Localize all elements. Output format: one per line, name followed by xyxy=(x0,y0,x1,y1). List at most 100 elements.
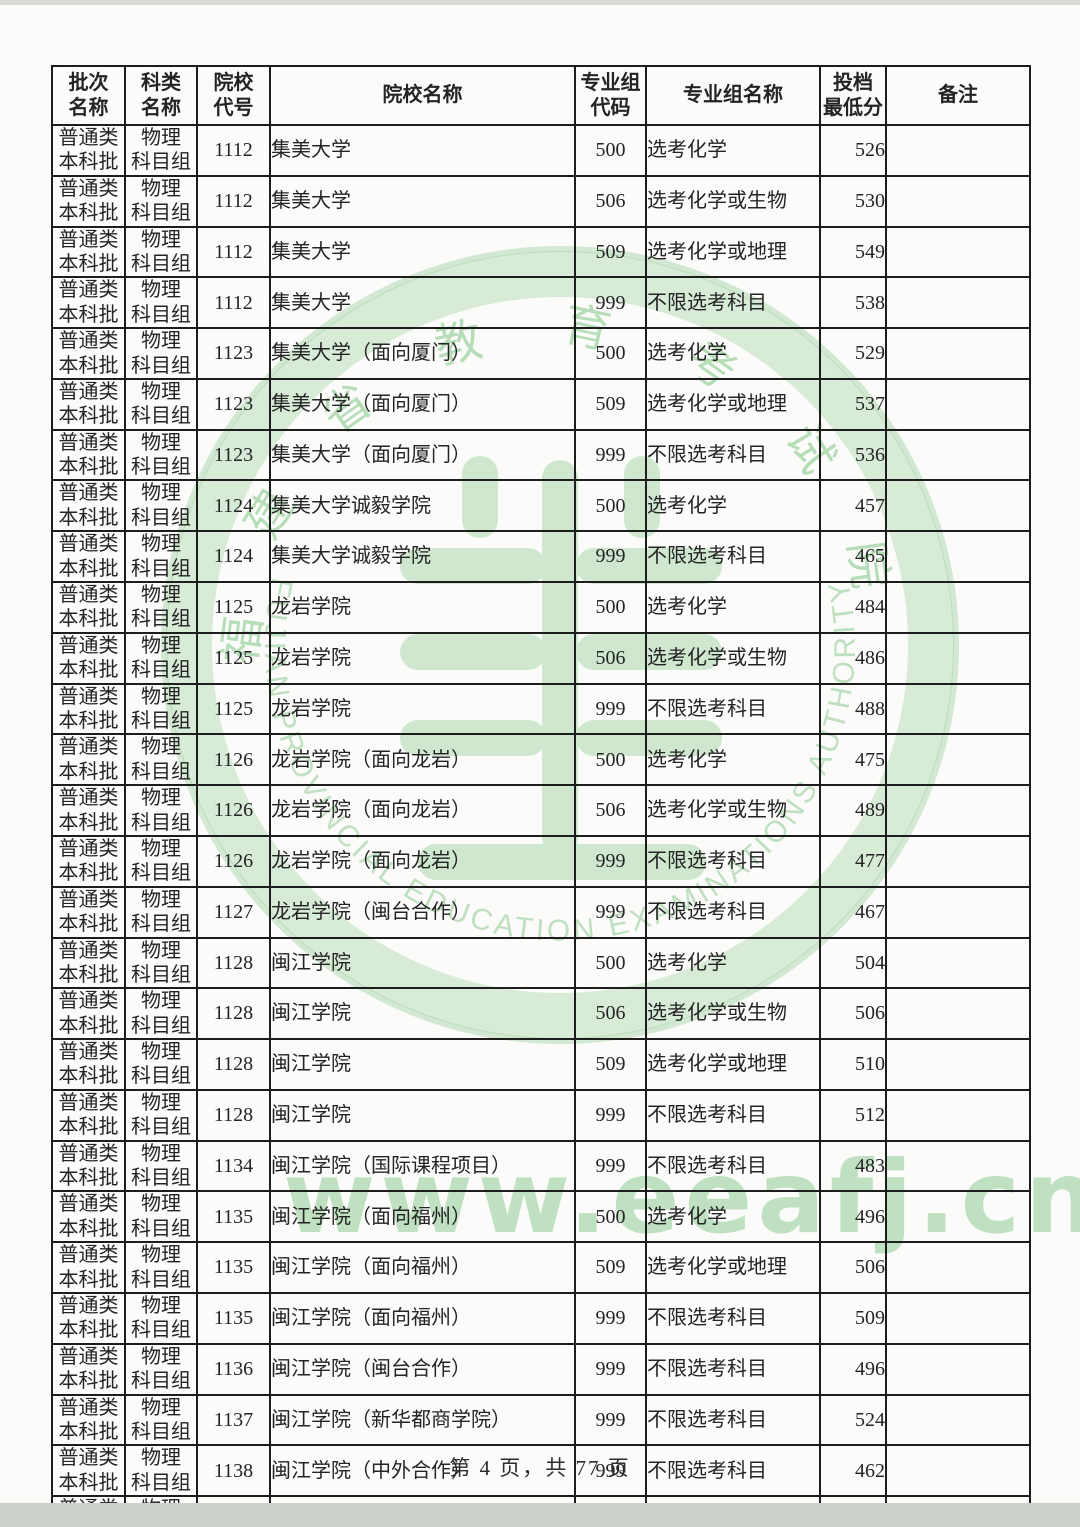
header-subject-category: 科类 名称 xyxy=(124,65,198,126)
cell-institution-code: 1123 xyxy=(196,327,271,380)
cell-institution-code: 1125 xyxy=(196,631,271,685)
table-row: 普通类 本科批 物理 科目组 1137 闽江学院（新华都商学院） 999 不限选… xyxy=(51,1393,1031,1447)
cell-subject-category: 物理 科目组 xyxy=(124,428,198,482)
cell-batch-name: 普通类 本科批 xyxy=(51,428,126,482)
cell-major-group-code: 999 xyxy=(574,428,647,482)
cell-major-group-name: 不限选考科目 xyxy=(645,885,821,939)
cell-institution-code: 1128 xyxy=(196,987,271,1041)
cell-batch-name: 普通类 本科批 xyxy=(51,987,126,1041)
table-row: 普通类 本科批 物理 科目组 1135 闽江学院（面向福州） 500 选考化学 … xyxy=(51,1190,1031,1244)
cell-major-group-name: 选考化学或地理 xyxy=(645,1241,821,1294)
cell-institution-name: 龙岩学院（面向龙岩） xyxy=(269,733,576,787)
cell-remarks xyxy=(885,1291,1031,1345)
page-number-footer: 第 4 页，共 77 页 xyxy=(449,1456,631,1480)
cell-subject-category: 物理 科目组 xyxy=(124,682,198,736)
scan-artifact-top-edge xyxy=(0,0,1080,5)
cell-batch-name: 普通类 本科批 xyxy=(51,1393,126,1447)
cell-batch-name: 普通类 本科批 xyxy=(51,733,126,787)
cell-remarks xyxy=(885,581,1031,634)
cell-institution-code: 1128 xyxy=(196,1038,271,1091)
cell-subject-category: 物理 科目组 xyxy=(124,1190,198,1244)
cell-major-group-code: 509 xyxy=(574,225,647,279)
cell-batch-name: 普通类 本科批 xyxy=(51,1038,126,1091)
cell-institution-code: 1126 xyxy=(196,733,271,787)
cell-institution-name: 集美大学诚毅学院 xyxy=(269,530,576,584)
cell-institution-name: 集美大学诚毅学院 xyxy=(269,479,576,533)
cell-min-score: 467 xyxy=(819,885,887,939)
cell-institution-name: 集美大学 xyxy=(269,124,576,177)
cell-institution-code: 1112 xyxy=(196,174,271,228)
cell-institution-code: 1135 xyxy=(196,1190,271,1244)
cell-major-group-code: 999 xyxy=(574,276,647,330)
cell-subject-category: 物理 科目组 xyxy=(124,276,198,330)
cell-major-group-code: 506 xyxy=(574,174,647,228)
table-row: 普通类 本科批 物理 科目组 1128 闽江学院 999 不限选考科目 512 xyxy=(51,1088,1031,1142)
cell-institution-name: 闽江学院 xyxy=(269,936,576,990)
cell-major-group-code: 500 xyxy=(574,581,647,634)
table-row: 普通类 本科批 物理 科目组 1123 集美大学（面向厦门） 509 选考化学或… xyxy=(51,377,1031,431)
cell-batch-name: 普通类 本科批 xyxy=(51,124,126,177)
cell-min-score: 496 xyxy=(819,1342,887,1396)
cell-major-group-name: 不限选考科目 xyxy=(645,1291,821,1345)
cell-major-group-code: 500 xyxy=(574,479,647,533)
cell-remarks xyxy=(885,1241,1031,1294)
cell-subject-category: 物理 科目组 xyxy=(124,1291,198,1345)
cell-institution-code: 1128 xyxy=(196,1088,271,1142)
cell-remarks xyxy=(885,377,1031,431)
cell-subject-category: 物理 科目组 xyxy=(124,581,198,634)
cell-batch-name: 普通类 本科批 xyxy=(51,174,126,228)
cell-remarks xyxy=(885,428,1031,482)
cell-major-group-code: 999 xyxy=(574,530,647,584)
admission-scores-table: 批次 名称 科类 名称 院校 代号 院校名称 专业组 代码 专业组名称 投档 最… xyxy=(51,65,1031,1527)
cell-institution-name: 闽江学院（国际课程项目） xyxy=(269,1139,576,1193)
cell-institution-name: 闽江学院（闽台合作） xyxy=(269,1342,576,1396)
cell-major-group-code: 509 xyxy=(574,1241,647,1294)
cell-major-group-name: 选考化学 xyxy=(645,581,821,634)
table-row: 普通类 本科批 物理 科目组 1128 闽江学院 500 选考化学 504 xyxy=(51,936,1031,990)
cell-subject-category: 物理 科目组 xyxy=(124,377,198,431)
cell-major-group-name: 不限选考科目 xyxy=(645,682,821,736)
cell-subject-category: 物理 科目组 xyxy=(124,885,198,939)
cell-remarks xyxy=(885,682,1031,736)
cell-major-group-name: 不限选考科目 xyxy=(645,276,821,330)
cell-institution-name: 龙岩学院 xyxy=(269,631,576,685)
cell-subject-category: 物理 科目组 xyxy=(124,225,198,279)
cell-remarks xyxy=(885,1038,1031,1091)
cell-subject-category: 物理 科目组 xyxy=(124,1444,198,1498)
cell-remarks xyxy=(885,479,1031,533)
cell-major-group-code: 999 xyxy=(574,1139,647,1193)
header-major-group-code: 专业组 代码 xyxy=(574,65,647,126)
cell-batch-name: 普通类 本科批 xyxy=(51,225,126,279)
cell-institution-code: 1123 xyxy=(196,428,271,482)
cell-subject-category: 物理 科目组 xyxy=(124,1393,198,1447)
table-row: 普通类 本科批 物理 科目组 1112 集美大学 500 选考化学 526 xyxy=(51,124,1031,177)
cell-major-group-name: 不限选考科目 xyxy=(645,1139,821,1193)
cell-min-score: 457 xyxy=(819,479,887,533)
cell-subject-category: 物理 科目组 xyxy=(124,834,198,888)
cell-major-group-name: 不限选考科目 xyxy=(645,834,821,888)
table-row: 普通类 本科批 物理 科目组 1124 集美大学诚毅学院 999 不限选考科目 … xyxy=(51,530,1031,584)
table-row: 普通类 本科批 物理 科目组 1128 闽江学院 509 选考化学或地理 510 xyxy=(51,1038,1031,1091)
cell-min-score: 526 xyxy=(819,124,887,177)
cell-institution-name: 集美大学（面向厦门） xyxy=(269,428,576,482)
cell-major-group-code: 999 xyxy=(574,885,647,939)
header-remarks: 备注 xyxy=(885,65,1031,126)
cell-subject-category: 物理 科目组 xyxy=(124,479,198,533)
table-row: 普通类 本科批 物理 科目组 1126 龙岩学院（面向龙岩） 999 不限选考科… xyxy=(51,834,1031,888)
cell-subject-category: 物理 科目组 xyxy=(124,1139,198,1193)
cell-major-group-name: 选考化学或生物 xyxy=(645,987,821,1041)
cell-subject-category: 物理 科目组 xyxy=(124,327,198,380)
scan-artifact-bottom-edge xyxy=(0,1503,1080,1527)
cell-major-group-code: 999 xyxy=(574,1088,647,1142)
cell-major-group-name: 不限选考科目 xyxy=(645,1342,821,1396)
cell-subject-category: 物理 科目组 xyxy=(124,174,198,228)
cell-remarks xyxy=(885,225,1031,279)
cell-batch-name: 普通类 本科批 xyxy=(51,1190,126,1244)
cell-min-score: 462 xyxy=(819,1444,887,1498)
cell-subject-category: 物理 科目组 xyxy=(124,631,198,685)
cell-min-score: 538 xyxy=(819,276,887,330)
cell-major-group-code: 500 xyxy=(574,1190,647,1244)
cell-major-group-name: 选考化学 xyxy=(645,327,821,380)
cell-major-group-code: 506 xyxy=(574,987,647,1041)
table-row: 普通类 本科批 物理 科目组 1125 龙岩学院 999 不限选考科目 488 xyxy=(51,682,1031,736)
